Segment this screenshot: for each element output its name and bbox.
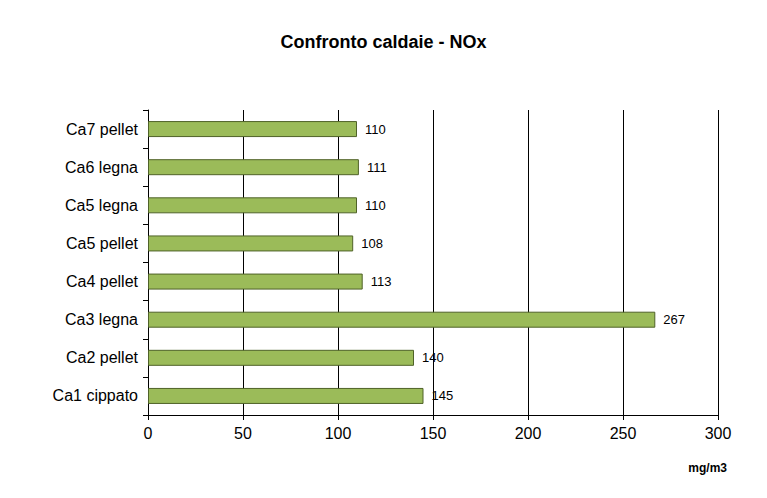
svg-text:Ca3 legna: Ca3 legna — [65, 311, 138, 328]
svg-text:Ca6 legna: Ca6 legna — [65, 159, 138, 176]
svg-text:50: 50 — [234, 425, 252, 442]
svg-text:0: 0 — [144, 425, 153, 442]
svg-text:111: 111 — [367, 160, 387, 175]
svg-text:Ca7 pellet: Ca7 pellet — [66, 121, 139, 138]
svg-text:108: 108 — [361, 236, 383, 251]
svg-text:145: 145 — [432, 388, 454, 403]
svg-text:110: 110 — [365, 198, 386, 213]
svg-text:250: 250 — [610, 425, 637, 442]
svg-text:140: 140 — [422, 350, 444, 365]
svg-text:Ca1 cippato: Ca1 cippato — [53, 387, 138, 404]
svg-text:Ca4 pellet: Ca4 pellet — [66, 273, 139, 290]
svg-text:113: 113 — [371, 274, 392, 289]
svg-text:110: 110 — [365, 122, 386, 137]
svg-text:200: 200 — [515, 425, 542, 442]
svg-text:100: 100 — [325, 425, 352, 442]
svg-text:mg/m3: mg/m3 — [688, 461, 727, 475]
svg-text:267: 267 — [663, 312, 685, 327]
svg-text:Ca5 pellet: Ca5 pellet — [66, 235, 139, 252]
svg-text:150: 150 — [420, 425, 447, 442]
svg-text:Confronto caldaie - NOx: Confronto caldaie - NOx — [280, 32, 486, 52]
svg-text:Ca5 legna: Ca5 legna — [65, 197, 138, 214]
svg-text:Ca2 pellet: Ca2 pellet — [66, 349, 139, 366]
svg-text:300: 300 — [705, 425, 732, 442]
